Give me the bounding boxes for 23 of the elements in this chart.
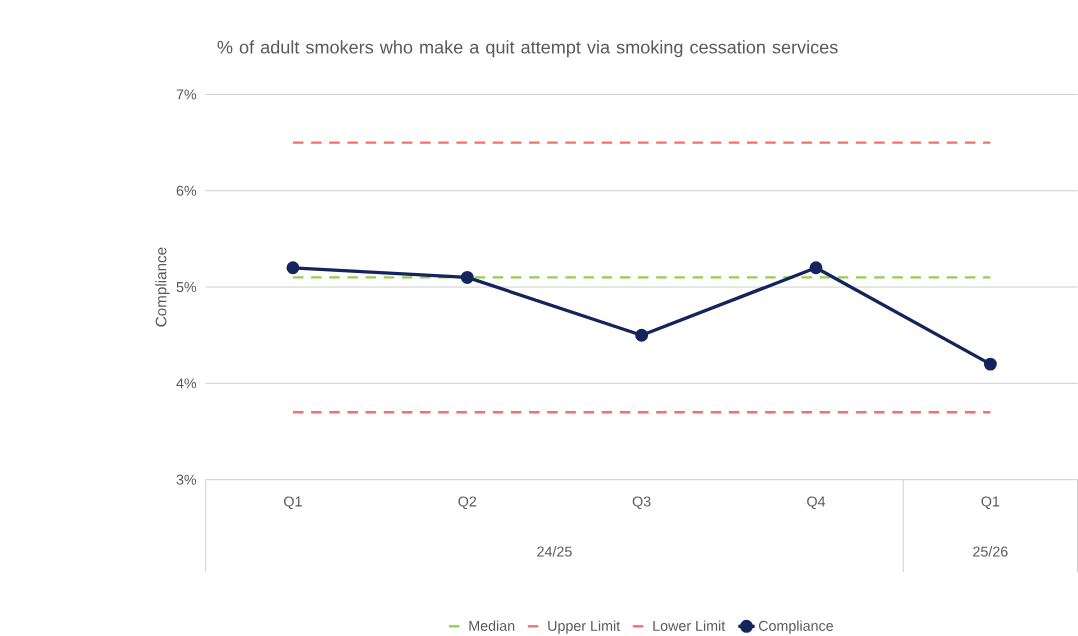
x-tick-label: Q1 xyxy=(981,496,1000,510)
x-tick-label: Q3 xyxy=(632,496,651,510)
y-tick-label: 5% xyxy=(176,282,197,293)
point xyxy=(983,357,997,371)
legend-label: Median xyxy=(469,620,515,631)
x-tick-label: Q4 xyxy=(807,496,826,510)
chart-title: % of adult smokers who make a quit attempt via smoking cessation services xyxy=(217,40,838,58)
point xyxy=(809,261,823,275)
point xyxy=(635,328,649,342)
legend-label: Upper Limit xyxy=(548,620,621,634)
point xyxy=(460,270,474,284)
legend-label: Compliance xyxy=(758,620,833,634)
point xyxy=(286,261,300,275)
y-axis-title: Compliance xyxy=(155,247,170,327)
y-tick-label: 3% xyxy=(176,474,197,485)
text: 24/25 xyxy=(537,546,572,557)
legend-label: Lower Limit xyxy=(653,620,726,631)
y-tick-label: 6% xyxy=(176,185,197,196)
x-tick-label: Q2 xyxy=(458,496,477,510)
y-tick-label: 4% xyxy=(176,378,197,389)
text: 25/26 xyxy=(973,546,1008,557)
x-tick-label: Q1 xyxy=(284,496,302,510)
y-tick-label: 7% xyxy=(176,89,197,100)
